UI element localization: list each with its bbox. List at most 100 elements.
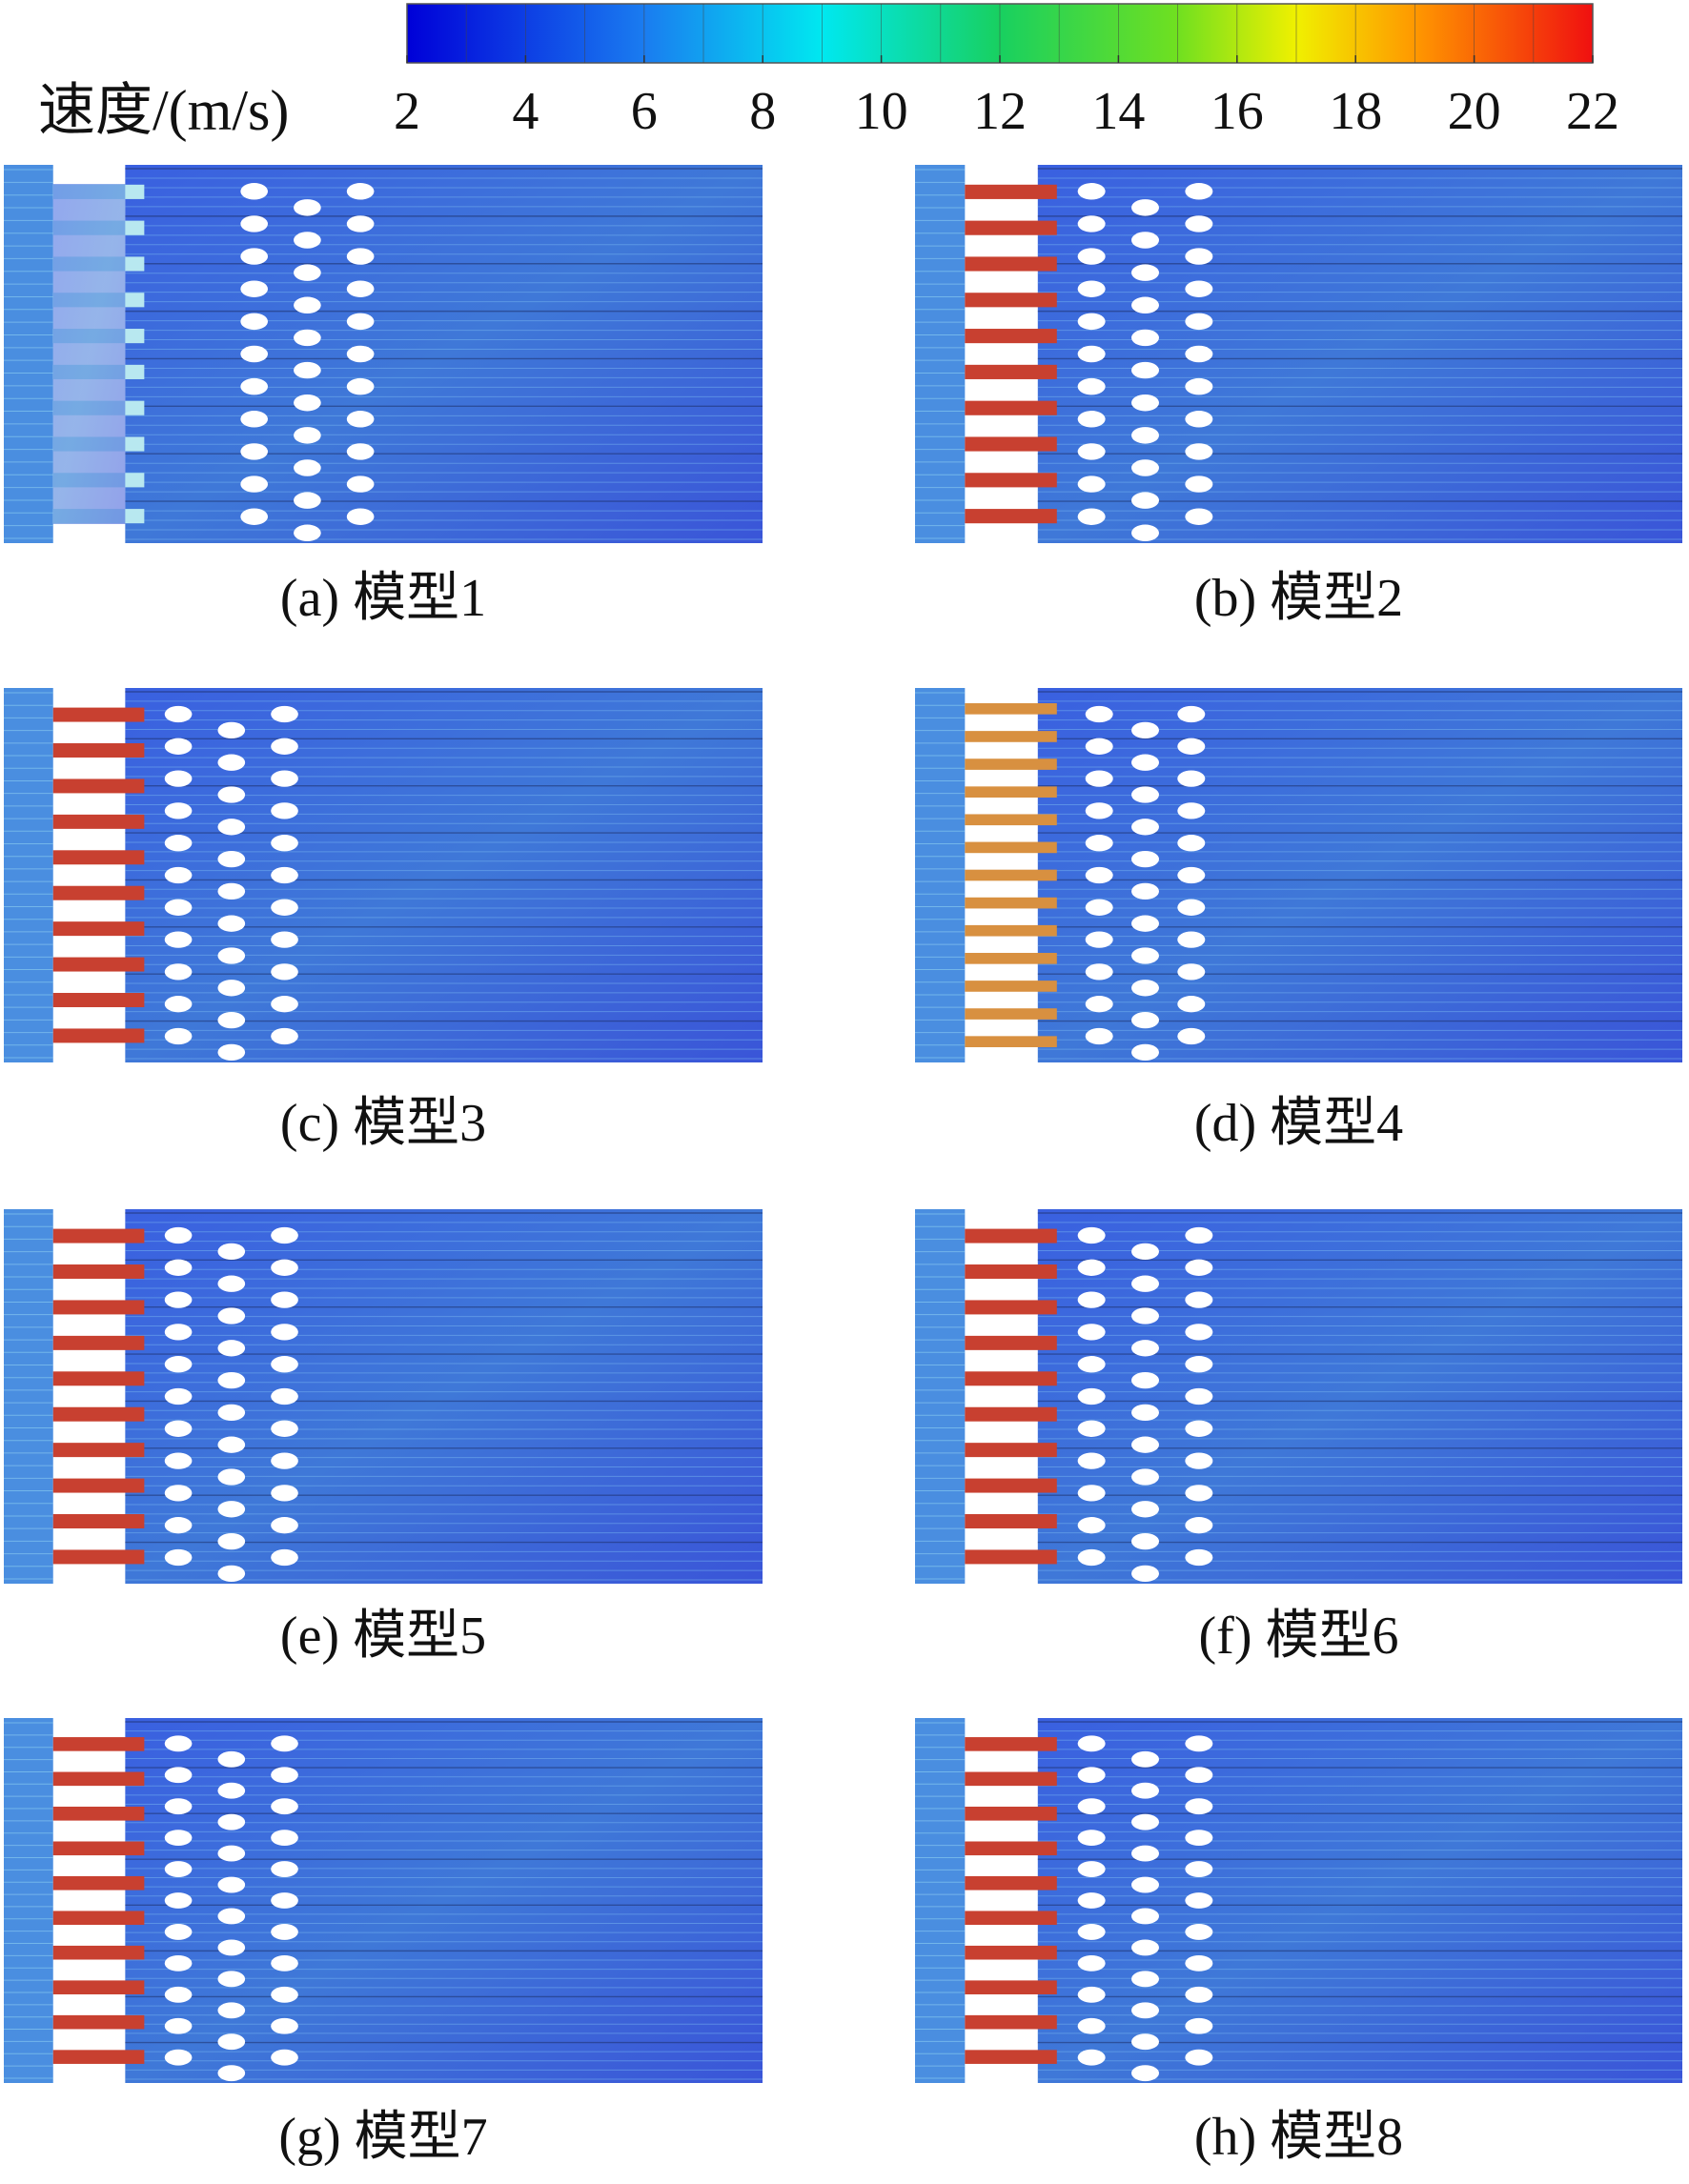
pin-fin — [1131, 524, 1159, 542]
pin-fin — [1131, 915, 1159, 932]
pin-fin — [271, 1735, 298, 1752]
channel — [965, 1911, 1057, 1926]
channel — [965, 1335, 1057, 1350]
pin-fin — [217, 1845, 246, 1862]
channel — [965, 786, 1057, 798]
pin-fin — [217, 1565, 246, 1583]
channel — [965, 293, 1057, 308]
pin-fin — [217, 1876, 246, 1893]
colorbar-tick-label: 8 — [749, 82, 776, 141]
pin-fin — [164, 1387, 193, 1405]
pin-fin — [1077, 2049, 1106, 2066]
pin-fin — [1185, 1954, 1213, 1972]
pin-fin — [1131, 1371, 1159, 1389]
pin-fin — [1177, 931, 1206, 948]
pin-fin — [271, 705, 298, 723]
pin-fin — [217, 819, 246, 836]
channel — [52, 957, 145, 972]
pin-fin — [164, 1517, 193, 1534]
channel — [52, 1945, 145, 1960]
pin-fin — [164, 1420, 193, 1437]
pin-fin — [294, 264, 321, 281]
pin-fin — [1085, 899, 1113, 916]
channel — [965, 924, 1057, 937]
main-body — [1037, 165, 1682, 543]
pin-fin — [271, 1291, 298, 1308]
pin-fin — [1131, 1813, 1159, 1830]
pin-fin — [271, 1861, 298, 1877]
pin-fin — [1177, 802, 1206, 819]
pin-fin — [271, 1259, 298, 1276]
channel — [965, 1807, 1057, 1821]
pin-fin — [1185, 1485, 1213, 1502]
pin-fin — [1185, 183, 1213, 200]
pin-fin — [271, 1892, 298, 1909]
inlet — [915, 688, 966, 1062]
pin-fin — [217, 786, 246, 803]
colorbar-tick-label: 16 — [1211, 82, 1264, 141]
channel — [52, 1300, 145, 1315]
pin-fin — [1085, 705, 1113, 723]
pin-fin — [164, 1767, 193, 1784]
pin-fin — [164, 1924, 193, 1940]
colorbar-tick-label: 6 — [631, 82, 658, 141]
colorbar-tick-label: 4 — [512, 82, 539, 141]
pin-fin — [240, 377, 269, 395]
pin-fin — [346, 280, 375, 297]
main-body — [125, 688, 763, 1062]
pin-fin — [217, 1908, 246, 1925]
pin-fin — [271, 931, 298, 948]
pin-fin — [271, 1767, 298, 1784]
pin-fin — [217, 1501, 246, 1518]
channel — [965, 758, 1057, 770]
channel — [965, 1443, 1057, 1458]
colorbar-tick-label: 20 — [1448, 82, 1501, 141]
pin-fin — [294, 199, 321, 216]
flow-panel — [915, 165, 1682, 543]
pin-fin — [271, 1226, 298, 1244]
pin-fin — [346, 475, 375, 493]
pin-fin — [217, 1275, 246, 1292]
panel-caption: (c) 模型3 — [280, 1094, 486, 1153]
channel-block — [52, 184, 126, 524]
pin-fin — [217, 1404, 246, 1422]
pin-fin — [346, 313, 375, 331]
channel — [965, 220, 1057, 235]
pin-fin — [1077, 1226, 1106, 1244]
channel — [52, 1371, 145, 1386]
pin-fin — [1185, 1735, 1213, 1752]
pin-fin — [217, 980, 246, 997]
pin-fin — [1185, 313, 1213, 331]
inlet — [915, 165, 966, 543]
channel — [52, 814, 145, 829]
channel — [965, 869, 1057, 881]
channel — [52, 1980, 145, 1994]
pin-fin — [271, 1452, 298, 1469]
pin-fin — [217, 1371, 246, 1389]
pin-fin — [1185, 475, 1213, 493]
pin-fin — [346, 508, 375, 525]
pin-fin — [271, 1420, 298, 1437]
channel — [965, 1371, 1057, 1386]
pin-fin — [1077, 1324, 1106, 1341]
pin-fin — [1177, 1027, 1206, 1045]
pin-fin — [1185, 280, 1213, 297]
channel — [52, 1443, 145, 1458]
pin-fin — [1131, 754, 1159, 771]
pin-fin — [1077, 1735, 1106, 1752]
main-body — [1037, 1718, 1682, 2083]
pin-fin — [1077, 1861, 1106, 1877]
pin-fin — [1131, 1908, 1159, 1925]
panel-caption: (a) 模型1 — [280, 569, 486, 628]
pin-fin — [240, 280, 269, 297]
pin-fin — [1185, 215, 1213, 233]
pin-fin — [1077, 1954, 1106, 1972]
pin-fin — [1131, 492, 1159, 509]
inlet — [915, 1209, 966, 1584]
pin-fin — [164, 1861, 193, 1877]
channel — [52, 885, 145, 900]
pin-fin — [164, 835, 193, 852]
pin-fin — [271, 1954, 298, 1972]
pin-fin — [271, 738, 298, 755]
pin-fin — [1185, 1420, 1213, 1437]
